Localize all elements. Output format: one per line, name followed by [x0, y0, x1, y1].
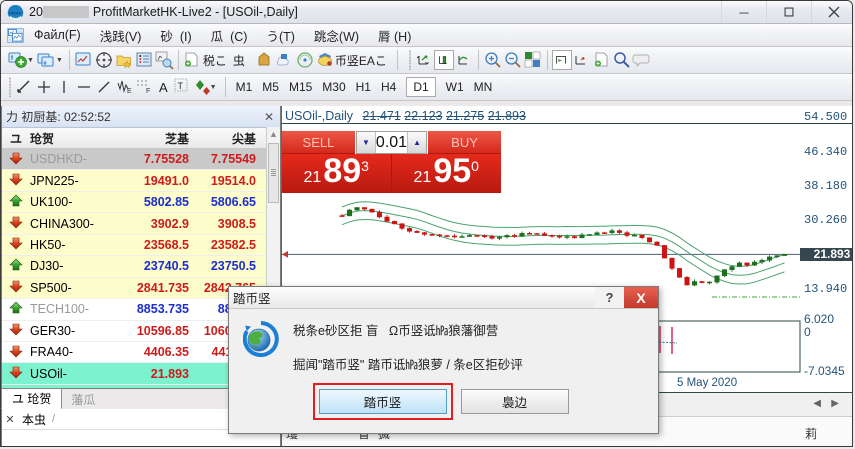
svg-text:E: E: [127, 88, 132, 95]
svg-text:PROFIT: PROFIT: [9, 11, 22, 15]
svg-text:5 May 2020: 5 May 2020: [677, 377, 737, 389]
svg-text:T: T: [177, 81, 183, 91]
svg-text:F: F: [146, 88, 150, 95]
